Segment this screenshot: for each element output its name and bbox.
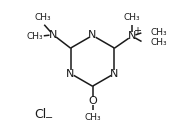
Text: N: N <box>66 68 75 79</box>
Text: CH₃: CH₃ <box>151 28 167 37</box>
Text: CH₃: CH₃ <box>34 13 51 22</box>
Text: CH₃: CH₃ <box>124 13 140 22</box>
Text: N: N <box>88 30 97 40</box>
Text: −: − <box>45 113 53 123</box>
Text: CH₃: CH₃ <box>84 113 101 122</box>
Text: +: + <box>133 26 141 36</box>
Text: N: N <box>110 68 119 79</box>
Text: N: N <box>128 31 136 41</box>
Text: CH₃: CH₃ <box>26 32 43 41</box>
Text: Cl: Cl <box>34 108 46 121</box>
Text: N: N <box>49 30 57 40</box>
Text: CH₃: CH₃ <box>151 38 167 47</box>
Text: O: O <box>88 96 97 106</box>
